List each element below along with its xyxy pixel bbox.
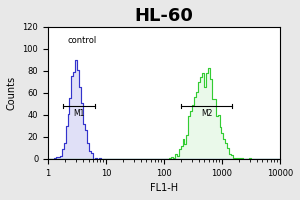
Text: control: control [68,36,97,45]
Text: M1: M1 [73,109,85,118]
X-axis label: FL1-H: FL1-H [150,183,178,193]
Y-axis label: Counts: Counts [7,76,17,110]
Title: HL-60: HL-60 [134,7,194,25]
Text: M2: M2 [201,109,212,118]
